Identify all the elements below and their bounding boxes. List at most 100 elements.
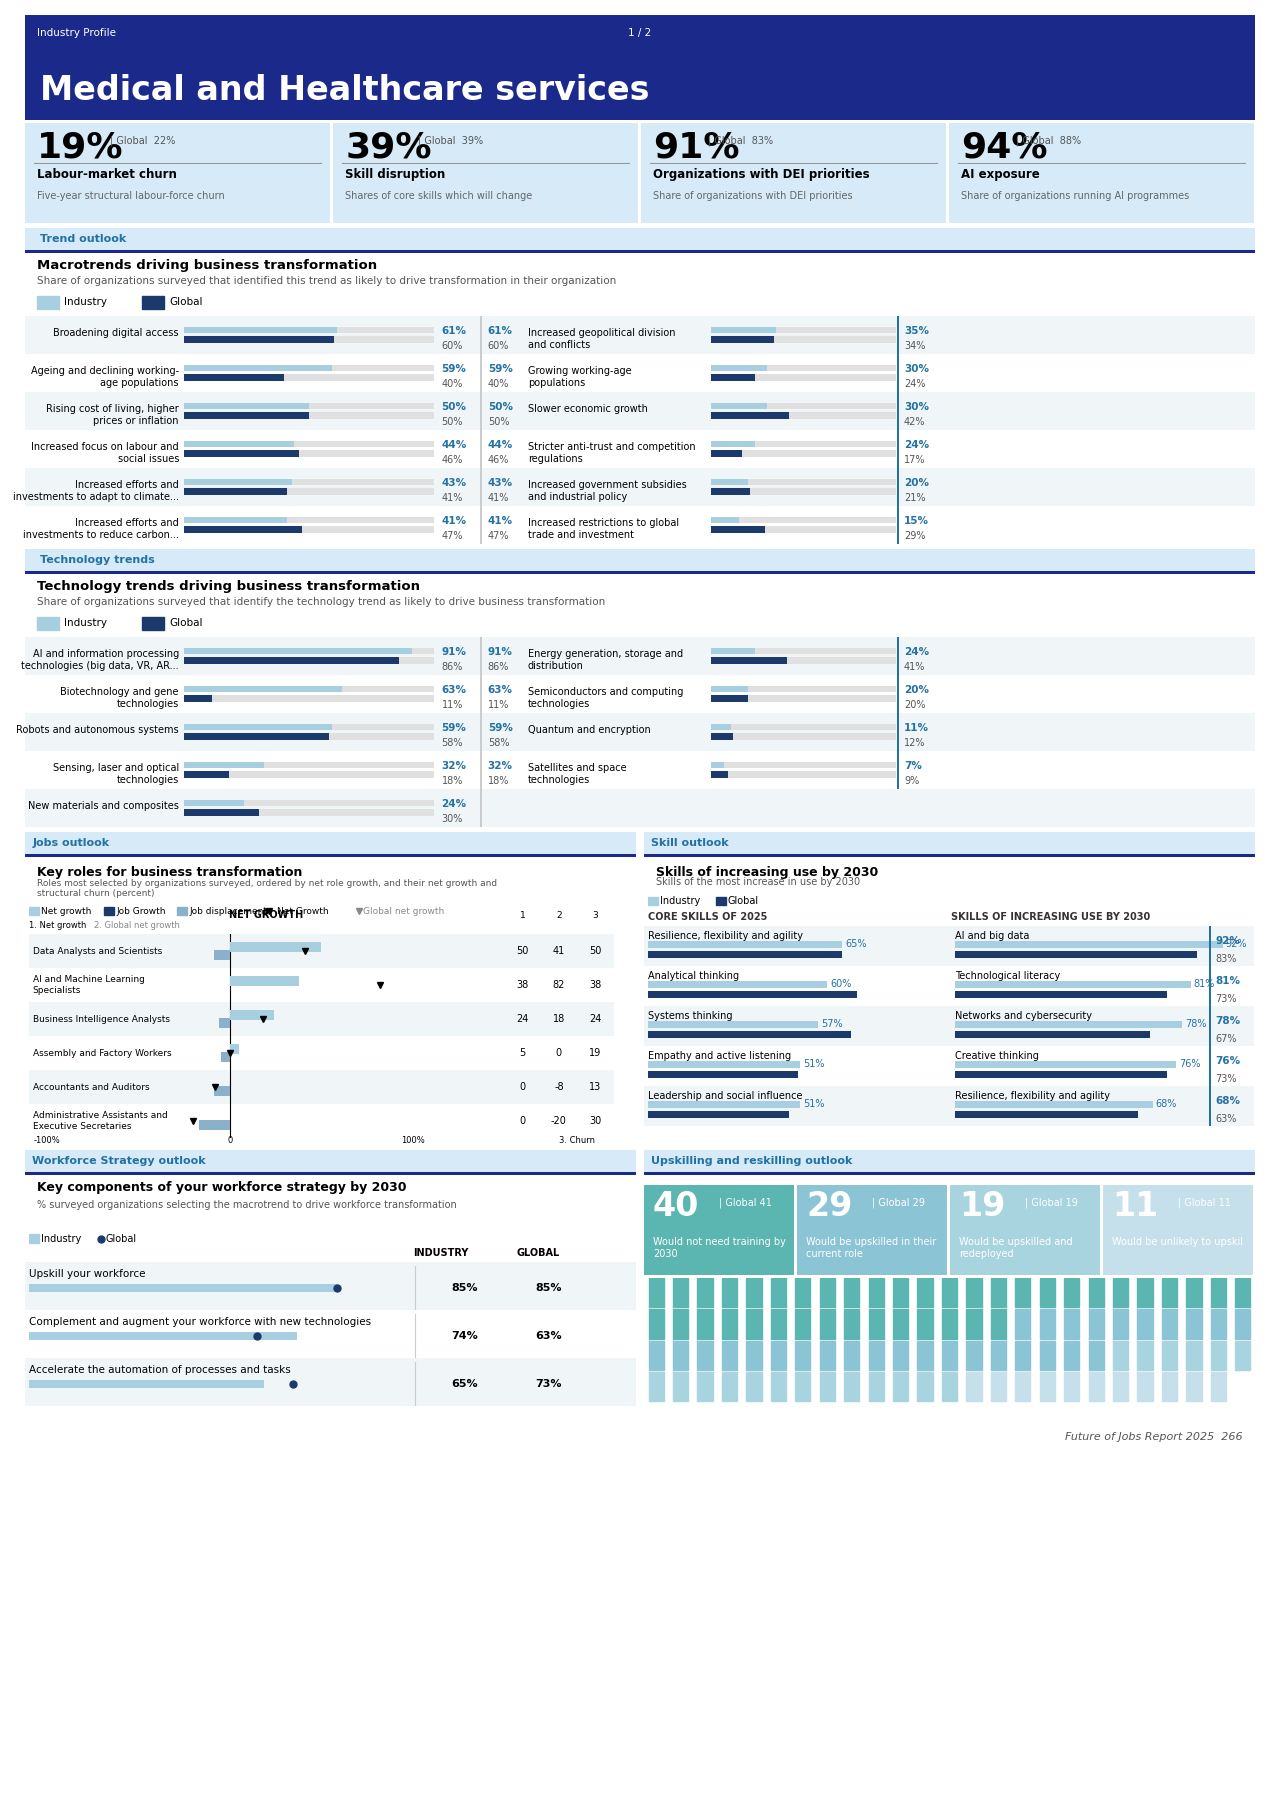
Text: Sensing, laser and optical
technologies: Sensing, laser and optical technologies (52, 763, 179, 785)
Text: 50%: 50% (442, 402, 467, 412)
Text: 47%: 47% (442, 530, 463, 541)
Text: 78%: 78% (1185, 1020, 1206, 1029)
Bar (991, 1277, 1006, 1308)
Bar (1187, 1277, 1202, 1308)
Bar (942, 1340, 957, 1369)
Text: 59%: 59% (488, 364, 512, 374)
Text: Administrative Assistants and
Executive Secretaries: Administrative Assistants and Executive … (33, 1111, 168, 1131)
Bar (184, 695, 434, 702)
Bar (710, 403, 896, 409)
Bar (710, 327, 896, 333)
Bar (771, 1371, 786, 1402)
Text: Industry: Industry (64, 297, 108, 308)
Text: 18%: 18% (442, 776, 463, 785)
Text: 2: 2 (556, 912, 562, 921)
Text: Skill disruption: Skill disruption (346, 168, 445, 181)
Bar (184, 336, 334, 342)
Bar (795, 1277, 810, 1308)
Text: 73%: 73% (1215, 1075, 1236, 1084)
Text: 94%: 94% (961, 130, 1048, 165)
Bar (1015, 1277, 1030, 1308)
Text: 68%: 68% (1156, 1100, 1178, 1109)
Bar (966, 1371, 982, 1402)
Bar (1039, 1310, 1055, 1339)
Text: 3: 3 (593, 912, 598, 921)
Text: 29%: 29% (904, 530, 925, 541)
Bar (184, 450, 300, 456)
Bar (184, 686, 434, 693)
Text: Broadening digital access: Broadening digital access (54, 327, 179, 338)
Bar (184, 762, 434, 769)
Bar (184, 479, 434, 485)
Bar (184, 695, 211, 702)
Text: 58%: 58% (488, 738, 509, 747)
Text: Robots and autonomous systems: Robots and autonomous systems (17, 725, 179, 734)
Text: 91%: 91% (488, 648, 512, 657)
Bar (771, 1340, 786, 1369)
Text: 9%: 9% (904, 776, 919, 785)
Text: 29: 29 (806, 1190, 852, 1223)
Bar (184, 648, 411, 655)
Bar (1187, 1340, 1202, 1369)
Text: Global: Global (106, 1234, 137, 1243)
Bar (746, 1340, 762, 1369)
Bar (230, 1009, 274, 1020)
Text: Future of Jobs Report 2025  266: Future of Jobs Report 2025 266 (1065, 1433, 1243, 1442)
Bar (710, 374, 896, 380)
Text: Technology trends driving business transformation: Technology trends driving business trans… (37, 581, 420, 593)
Bar (716, 897, 726, 904)
Bar (184, 686, 342, 693)
Text: 11%: 11% (904, 724, 929, 733)
Text: Technological literacy: Technological literacy (955, 971, 1060, 980)
Bar (795, 1310, 810, 1339)
Text: | Global  88%: | Global 88% (1016, 136, 1082, 147)
Bar (722, 1340, 737, 1369)
Text: Energy generation, storage and
distribution: Energy generation, storage and distribut… (527, 649, 682, 671)
Bar (184, 365, 332, 371)
Bar (710, 488, 750, 494)
Bar (918, 1371, 933, 1402)
Text: Share of organizations surveyed that identified this trend as likely to drive tr: Share of organizations surveyed that ide… (37, 275, 617, 286)
Bar (648, 941, 842, 948)
Text: Would be upskilled and
redeployed: Would be upskilled and redeployed (959, 1237, 1073, 1259)
Bar (710, 526, 896, 532)
Bar (184, 517, 434, 523)
Bar (649, 1310, 664, 1339)
Bar (819, 1371, 835, 1402)
Text: 11%: 11% (488, 700, 509, 709)
Bar (37, 617, 59, 630)
Bar (918, 1277, 933, 1308)
Text: 40%: 40% (488, 378, 509, 389)
Text: 81%: 81% (1215, 977, 1240, 986)
Bar (966, 1340, 982, 1369)
Bar (710, 762, 724, 769)
Text: 41%: 41% (442, 492, 463, 503)
Text: 30: 30 (589, 1116, 602, 1125)
Bar (710, 365, 767, 371)
Text: | Global 19: | Global 19 (1025, 1198, 1078, 1208)
Bar (29, 1234, 38, 1243)
Text: Job Growth: Job Growth (116, 906, 165, 915)
Text: 19%: 19% (37, 130, 124, 165)
Text: | Global 29: | Global 29 (872, 1198, 925, 1208)
Text: SKILLS OF INCREASING USE BY 2030: SKILLS OF INCREASING USE BY 2030 (951, 912, 1151, 923)
Bar (177, 906, 187, 915)
Bar (649, 1277, 664, 1308)
Bar (893, 1310, 909, 1339)
Bar (795, 1371, 810, 1402)
Bar (722, 1371, 737, 1402)
Text: Ageing and declining working-
age populations: Ageing and declining working- age popula… (31, 365, 179, 387)
Bar (648, 1102, 800, 1107)
Bar (648, 952, 842, 957)
Text: 81%: 81% (1194, 979, 1215, 990)
Text: 92%: 92% (1215, 937, 1240, 946)
Bar (955, 1071, 1167, 1078)
Bar (184, 374, 434, 380)
Text: 1 / 2: 1 / 2 (628, 27, 652, 38)
Text: Resilience, flexibility and agility: Resilience, flexibility and agility (648, 932, 803, 941)
Bar (698, 1371, 713, 1402)
Text: 91%: 91% (442, 648, 466, 657)
Bar (184, 526, 434, 532)
Bar (710, 686, 748, 693)
Bar (710, 648, 755, 655)
